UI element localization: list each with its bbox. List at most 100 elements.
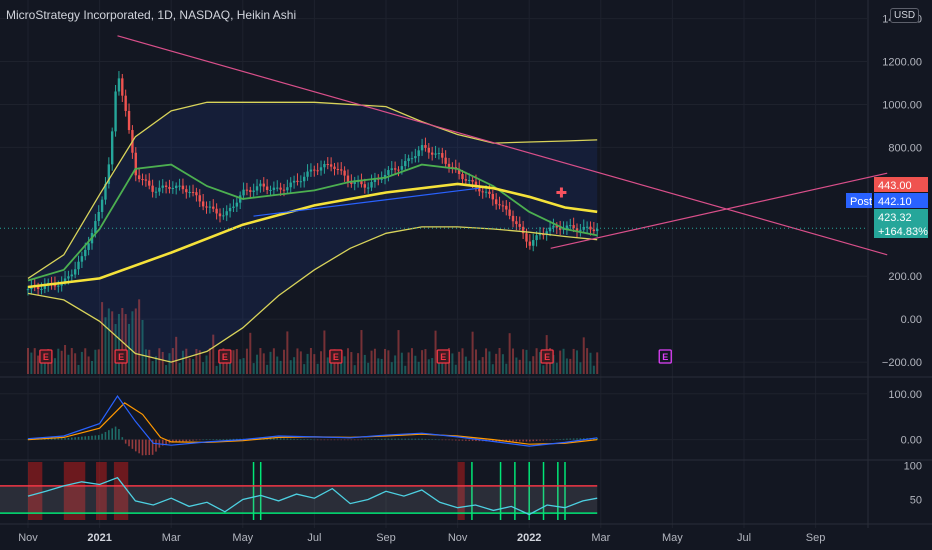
macd-histogram-bar [404,438,407,440]
volume-bar [518,359,521,374]
volume-bar [289,360,292,374]
candle-body [548,227,552,232]
candle-body [488,191,491,194]
price-axis-label: 1000.00 [882,99,922,111]
time-axis-label: May [662,532,683,544]
candle-body [410,158,414,160]
trendline [253,187,480,217]
candle-body [575,228,579,231]
macd-histogram-bar [276,438,279,440]
volume-bar [151,361,154,374]
volume-bar [74,353,77,374]
last-price-tag [874,209,928,224]
macd-histogram-bar [582,438,585,440]
macd-histogram-bar [532,439,535,442]
macd-histogram-bar [87,436,90,440]
candle-body [471,179,474,182]
macd-histogram-bar [310,439,312,441]
candle-body [188,191,191,193]
volume-bar [592,365,595,374]
candle-body [313,169,316,171]
macd-histogram-bar [91,435,93,440]
volume-bar [144,349,147,374]
candle-body [390,168,393,171]
rsi-axis-label: 100 [904,460,922,472]
candle-body [286,187,289,191]
volume-bar [306,353,309,374]
candle-body [585,226,589,228]
candle-body [185,189,188,193]
candle-body [144,179,148,181]
candle-body [121,78,124,96]
macd-histogram-bar [104,431,107,440]
earnings-icon [39,349,53,364]
rsi-overbought-zone [457,462,465,520]
volume-bar [320,351,323,374]
candle-body [161,185,164,188]
macd-histogram-bar [266,438,268,440]
candle-body [67,276,70,279]
time-axis-label: Sep [806,532,826,544]
volume-bar [111,311,114,374]
post-badge-label: Post [850,196,872,208]
candle-body [343,170,346,176]
volume-bar [242,358,245,374]
candle-body [336,168,340,170]
currency-button[interactable]: USD [890,8,920,23]
macd-histogram-bar [289,438,292,440]
volume-bar [582,337,585,374]
volume-bar [340,361,343,374]
candle-body [279,187,282,190]
candle-body [387,170,390,175]
macd-histogram-bar [101,433,103,440]
candle-body [404,161,407,167]
candle-body [168,187,171,189]
volume-bar [299,351,302,374]
volume-bar [309,348,312,374]
candle-body [171,188,175,190]
macd-histogram-bar [569,438,572,440]
volume-bar [525,349,528,374]
time-axis-label: May [232,532,253,544]
volume-bar [407,352,410,374]
time-axis-label: Mar [591,532,610,544]
volume-bar [552,354,555,374]
candle-body [565,225,569,229]
candle-body [326,163,329,165]
macd-histogram-bar [552,439,555,441]
candle-body [430,152,434,155]
volume-bar [410,348,413,374]
volume-bar [528,361,531,374]
candle-body [208,206,212,208]
price-axis-label: 0.00 [901,314,922,326]
volume-bar [148,349,151,374]
macd-histogram-bar [74,437,76,440]
macd-histogram-bar [377,439,380,440]
macd-histogram-bar [121,437,124,440]
volume-bar [205,355,208,374]
macd-histogram-bar [57,438,60,440]
volume-bar [384,348,387,374]
candle-body [77,261,80,270]
macd-histogram-bar [461,439,464,441]
macd-histogram-bar [411,438,413,440]
volume-bar [488,351,491,374]
macd-histogram-bar [172,439,174,443]
ma-yellow-line [27,182,598,289]
macd-histogram-bar [492,439,494,442]
candle-body [26,289,30,291]
macd-histogram-bar [212,439,215,440]
volume-bar [131,311,134,374]
volume-bar [30,352,33,374]
macd-histogram-bar [161,439,164,446]
volume-bar [50,359,53,374]
candle-body [84,249,87,257]
macd-histogram-bar [192,439,194,441]
volume-bar [360,330,363,374]
candle-body [292,180,296,183]
volume-bar [276,356,279,374]
macd-histogram-bar [296,438,299,440]
volume-bar [501,354,504,374]
volume-bar [589,352,592,374]
